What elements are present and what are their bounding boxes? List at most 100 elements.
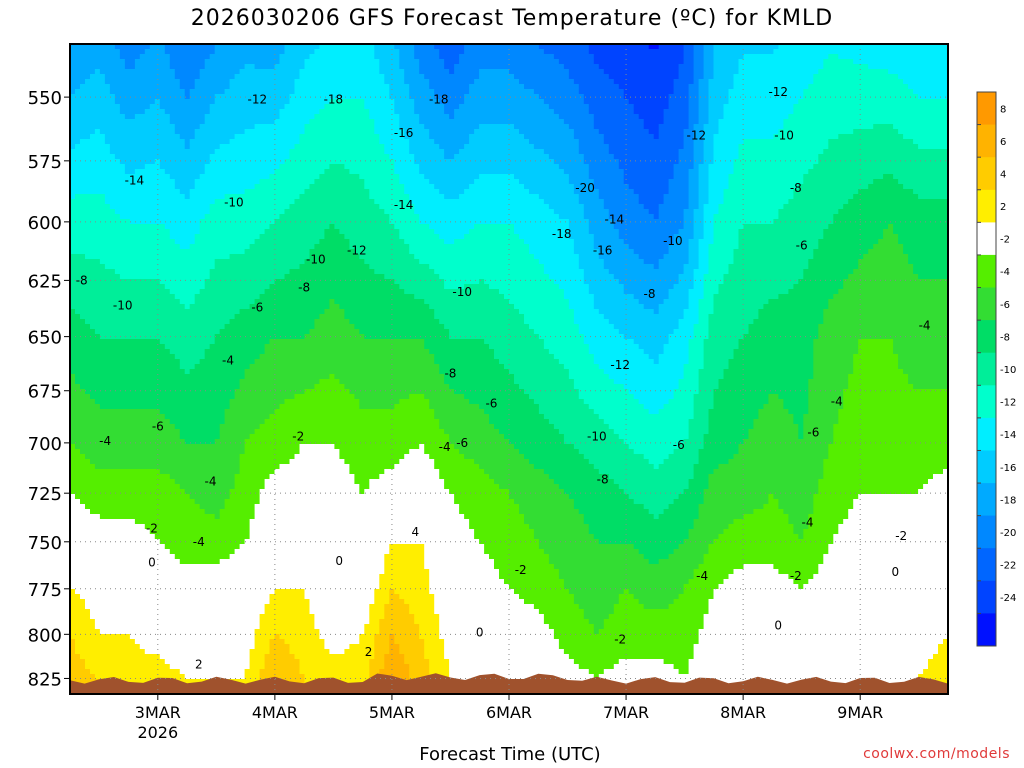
- temperature-cell: [469, 84, 525, 90]
- temperature-cell: [199, 74, 236, 80]
- temperature-cell: [588, 169, 625, 175]
- temperature-cell: [259, 494, 455, 500]
- temperature-cell: [688, 239, 700, 245]
- temperature-cell: [768, 394, 779, 400]
- temperature-cell: [369, 669, 380, 675]
- temperature-cell: [374, 129, 405, 135]
- temperature-cell: [708, 544, 829, 550]
- temperature-cell: [409, 194, 445, 200]
- temperature-cell: [279, 634, 320, 640]
- temperature-cell: [698, 369, 725, 375]
- temperature-cell: [748, 434, 799, 440]
- temperature-cell: [264, 289, 405, 295]
- temperature-cell: [803, 414, 839, 420]
- temperature-cell: [698, 514, 745, 520]
- temperature-cell: [803, 429, 834, 435]
- colorbar-swatch: [977, 483, 996, 517]
- temperature-cell: [908, 254, 949, 260]
- temperature-cell: [204, 509, 221, 515]
- temperature-cell: [853, 354, 899, 360]
- temperature-cell: [399, 399, 430, 405]
- temperature-cell: [698, 84, 710, 90]
- temperature-cell: [683, 314, 700, 320]
- temperature-cell: [259, 674, 306, 680]
- temperature-cell: [274, 219, 390, 225]
- temperature-cell: [70, 144, 76, 150]
- temperature-cell: [678, 544, 710, 550]
- temperature-cell: [424, 644, 445, 650]
- temperature-cell: [928, 659, 949, 665]
- temperature-cell: [239, 384, 315, 390]
- temperature-cell: [658, 264, 685, 270]
- temperature-cell: [414, 54, 440, 60]
- temperature-cell: [673, 329, 695, 335]
- temperature-cell: [264, 419, 440, 425]
- temperature-cell: [703, 49, 715, 55]
- temperature-cell: [194, 499, 226, 505]
- temperature-cell: [349, 319, 440, 325]
- temperature-cell: [708, 194, 725, 200]
- temperature-cell: [479, 464, 535, 470]
- temperature-cell: [70, 509, 91, 515]
- temperature-cell: [583, 614, 610, 620]
- contour-label: -8: [298, 280, 310, 294]
- temperature-cell: [638, 399, 670, 405]
- temperature-cell: [70, 619, 96, 625]
- temperature-cell: [813, 494, 859, 500]
- temperature-cell: [85, 659, 166, 665]
- temperature-cell: [703, 284, 720, 290]
- temperature-cell: [568, 494, 630, 500]
- temperature-cell: [344, 314, 435, 320]
- temperature-cell: [70, 59, 126, 65]
- temperature-cell: [199, 359, 256, 365]
- temperature-cell: [104, 74, 176, 80]
- temperature-cell: [693, 524, 730, 530]
- temperature-cell: [683, 129, 695, 135]
- temperature-cell: [119, 49, 146, 55]
- temperature-cell: [279, 114, 315, 120]
- temperature-cell: [229, 404, 281, 410]
- temperature-cell: [254, 639, 271, 645]
- temperature-cell: [593, 294, 635, 300]
- temperature-cell: [374, 644, 390, 650]
- temperature-cell: [693, 59, 705, 65]
- temperature-cell: [70, 139, 81, 145]
- temperature-cell: [70, 614, 91, 620]
- temperature-cell: [683, 134, 695, 140]
- temperature-cell: [309, 119, 375, 125]
- temperature-cell: [489, 554, 550, 560]
- x-tick-label: 6MAR: [486, 703, 532, 722]
- colorbar-swatch: [977, 580, 996, 614]
- temperature-cell: [444, 324, 530, 330]
- temperature-cell: [384, 569, 430, 575]
- temperature-cell: [234, 389, 305, 395]
- temperature-cell: [374, 269, 435, 275]
- temperature-cell: [718, 284, 794, 290]
- temperature-cell: [70, 89, 76, 95]
- temperature-cell: [294, 144, 385, 150]
- temperature-cell: [708, 114, 725, 120]
- temperature-cell: [708, 264, 730, 270]
- temperature-cell: [603, 619, 705, 625]
- contour-label: -6: [807, 426, 819, 440]
- temperature-cell: [698, 204, 705, 210]
- temperature-cell: [329, 374, 335, 380]
- temperature-cell: [134, 64, 171, 70]
- temperature-cell: [399, 234, 440, 240]
- temperature-cell: [164, 344, 211, 350]
- temperature-cell: [598, 64, 680, 70]
- temperature-cell: [538, 539, 600, 545]
- temperature-cell: [454, 114, 560, 120]
- temperature-cell: [768, 299, 829, 305]
- temperature-cell: [90, 509, 206, 515]
- temperature-cell: [254, 509, 460, 515]
- temperature-cell: [429, 349, 495, 355]
- temperature-cell: [583, 279, 620, 285]
- temperature-cell: [693, 144, 705, 150]
- temperature-cell: [653, 514, 660, 520]
- temperature-cell: [264, 349, 430, 355]
- temperature-cell: [70, 259, 101, 265]
- temperature-cell: [99, 629, 256, 635]
- temperature-cell: [339, 449, 410, 455]
- temperature-cell: [843, 389, 949, 395]
